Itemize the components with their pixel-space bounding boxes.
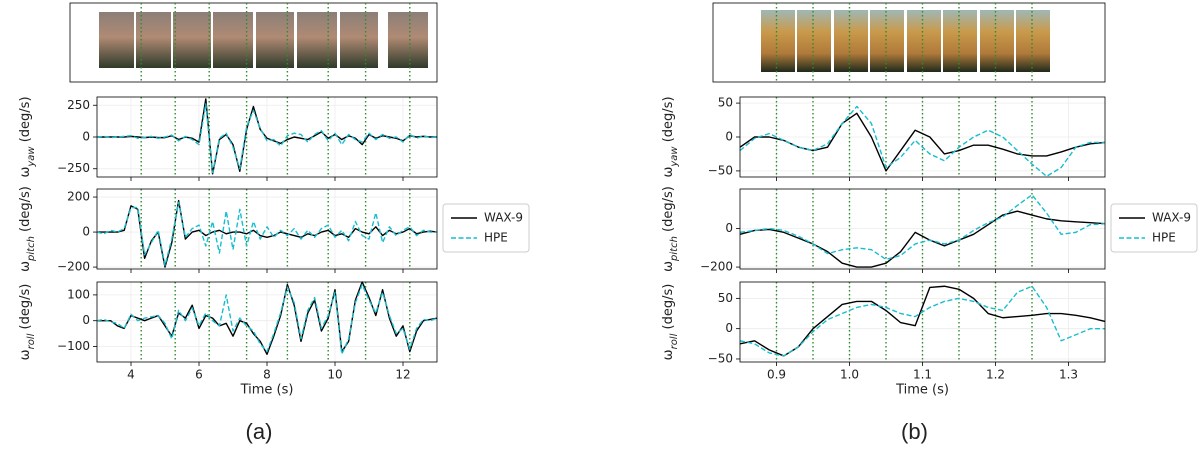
y-tick-label: −100 (57, 339, 90, 353)
photo (256, 12, 294, 68)
photo-strips (99, 10, 1050, 72)
subplot: −100 0 100 ωroll (deg/s) (18, 282, 438, 366)
ylabel-subscript: roll (669, 333, 680, 349)
panel-caption: (b) (901, 419, 928, 444)
photo (297, 12, 337, 68)
ylabel-symbol: ω (18, 261, 33, 272)
ylabel-subscript: pitch (669, 236, 680, 262)
legend-label: WAX-9 (1152, 211, 1191, 225)
y-axis-label: ωroll (deg/s) (661, 284, 680, 361)
photo (173, 12, 211, 68)
photo (1016, 10, 1050, 72)
subplot: −200 0 200 ωpitch (deg/s) (18, 186, 438, 273)
ylabel-symbol: ω (661, 167, 676, 178)
y-tick-label: −50 (708, 351, 733, 365)
ylabel-unit: (deg/s) (661, 284, 676, 334)
y-axis-label: ωyaw (deg/s) (18, 96, 37, 177)
x-tick-label: 6 (195, 368, 203, 382)
photo (834, 10, 868, 72)
ylabel-symbol: ω (18, 349, 33, 360)
y-axis-label: ωpitch (deg/s) (18, 186, 37, 272)
photo (99, 12, 134, 68)
y-axis-label: ωpitch (deg/s) (661, 186, 680, 272)
ylabel-unit: (deg/s) (661, 186, 676, 236)
x-axis-label: Time (s) (240, 383, 294, 398)
figure: −2500250ωyaw (deg/s)−2000200ωpitch (deg/… (0, 0, 1202, 451)
photo (907, 10, 941, 72)
legend-label: HPE (1152, 231, 1176, 245)
subplot: −50 0 50 ωyaw (deg/s) (661, 96, 1106, 181)
photo (980, 10, 1014, 72)
x-tick-label: 10 (327, 368, 342, 382)
ylabel-symbol: ω (661, 349, 676, 360)
y-tick-label: 0 (725, 321, 733, 335)
y-tick-label: 0 (725, 130, 733, 144)
ylabel-subscript: roll (26, 333, 37, 349)
y-tick-label: −200 (700, 260, 733, 274)
y-tick-label: 250 (67, 98, 90, 112)
y-axis-label: ωyaw (deg/s) (661, 96, 680, 177)
y-tick-label: 50 (718, 96, 733, 110)
ylabel-unit: (deg/s) (18, 186, 33, 236)
legend-label: WAX-9 (484, 211, 523, 225)
subplot: −200 0 ωpitch (deg/s) (661, 186, 1106, 273)
y-tick-label: 0 (82, 225, 90, 239)
x-tick-label: 1.3 (1059, 368, 1078, 382)
x-tick-label: 12 (395, 368, 410, 382)
photo (797, 10, 831, 72)
x-tick-label: 1.1 (913, 368, 932, 382)
y-tick-label: 0 (82, 313, 90, 327)
y-tick-label: 100 (67, 287, 90, 301)
panel-caption: (a) (246, 419, 273, 444)
y-tick-label: 50 (718, 291, 733, 305)
ylabel-unit: (deg/s) (661, 96, 676, 146)
ylabel-symbol: ω (661, 261, 676, 272)
x-tick-label: 4 (127, 368, 135, 382)
ylabel-symbol: ω (18, 167, 33, 178)
legend-label: HPE (484, 231, 508, 245)
y-axis-label: ωroll (deg/s) (18, 284, 37, 361)
ylabel-subscript: yaw (669, 146, 680, 168)
legend: WAX-9 HPE (1111, 204, 1197, 252)
y-tick-label: 0 (82, 130, 90, 144)
ylabel-subscript: yaw (26, 146, 37, 168)
x-tick-label: 0.9 (767, 368, 786, 382)
y-tick-label: −50 (708, 163, 733, 177)
y-tick-label: −250 (57, 161, 90, 175)
x-tick-label: 8 (263, 368, 271, 382)
y-tick-label: −200 (57, 260, 90, 274)
subplot: −250 0 250 ωyaw (deg/s) (18, 96, 438, 181)
ylabel-unit: (deg/s) (18, 284, 33, 334)
y-tick-label: 200 (67, 190, 90, 204)
photo (870, 10, 904, 72)
photo (761, 10, 795, 72)
y-tick-label: 0 (725, 221, 733, 235)
photo (943, 10, 977, 72)
ylabel-unit: (deg/s) (18, 96, 33, 146)
x-tick-label: 1.2 (986, 368, 1005, 382)
x-tick-label: 1.0 (840, 368, 859, 382)
legend: WAX-9 HPE (443, 204, 529, 252)
subplot: −50 0 50 ωroll (deg/s) (661, 282, 1106, 366)
ylabel-subscript: pitch (26, 236, 37, 262)
photo (340, 12, 378, 68)
x-axis-label: Time (s) (895, 383, 949, 398)
photo (388, 12, 428, 68)
